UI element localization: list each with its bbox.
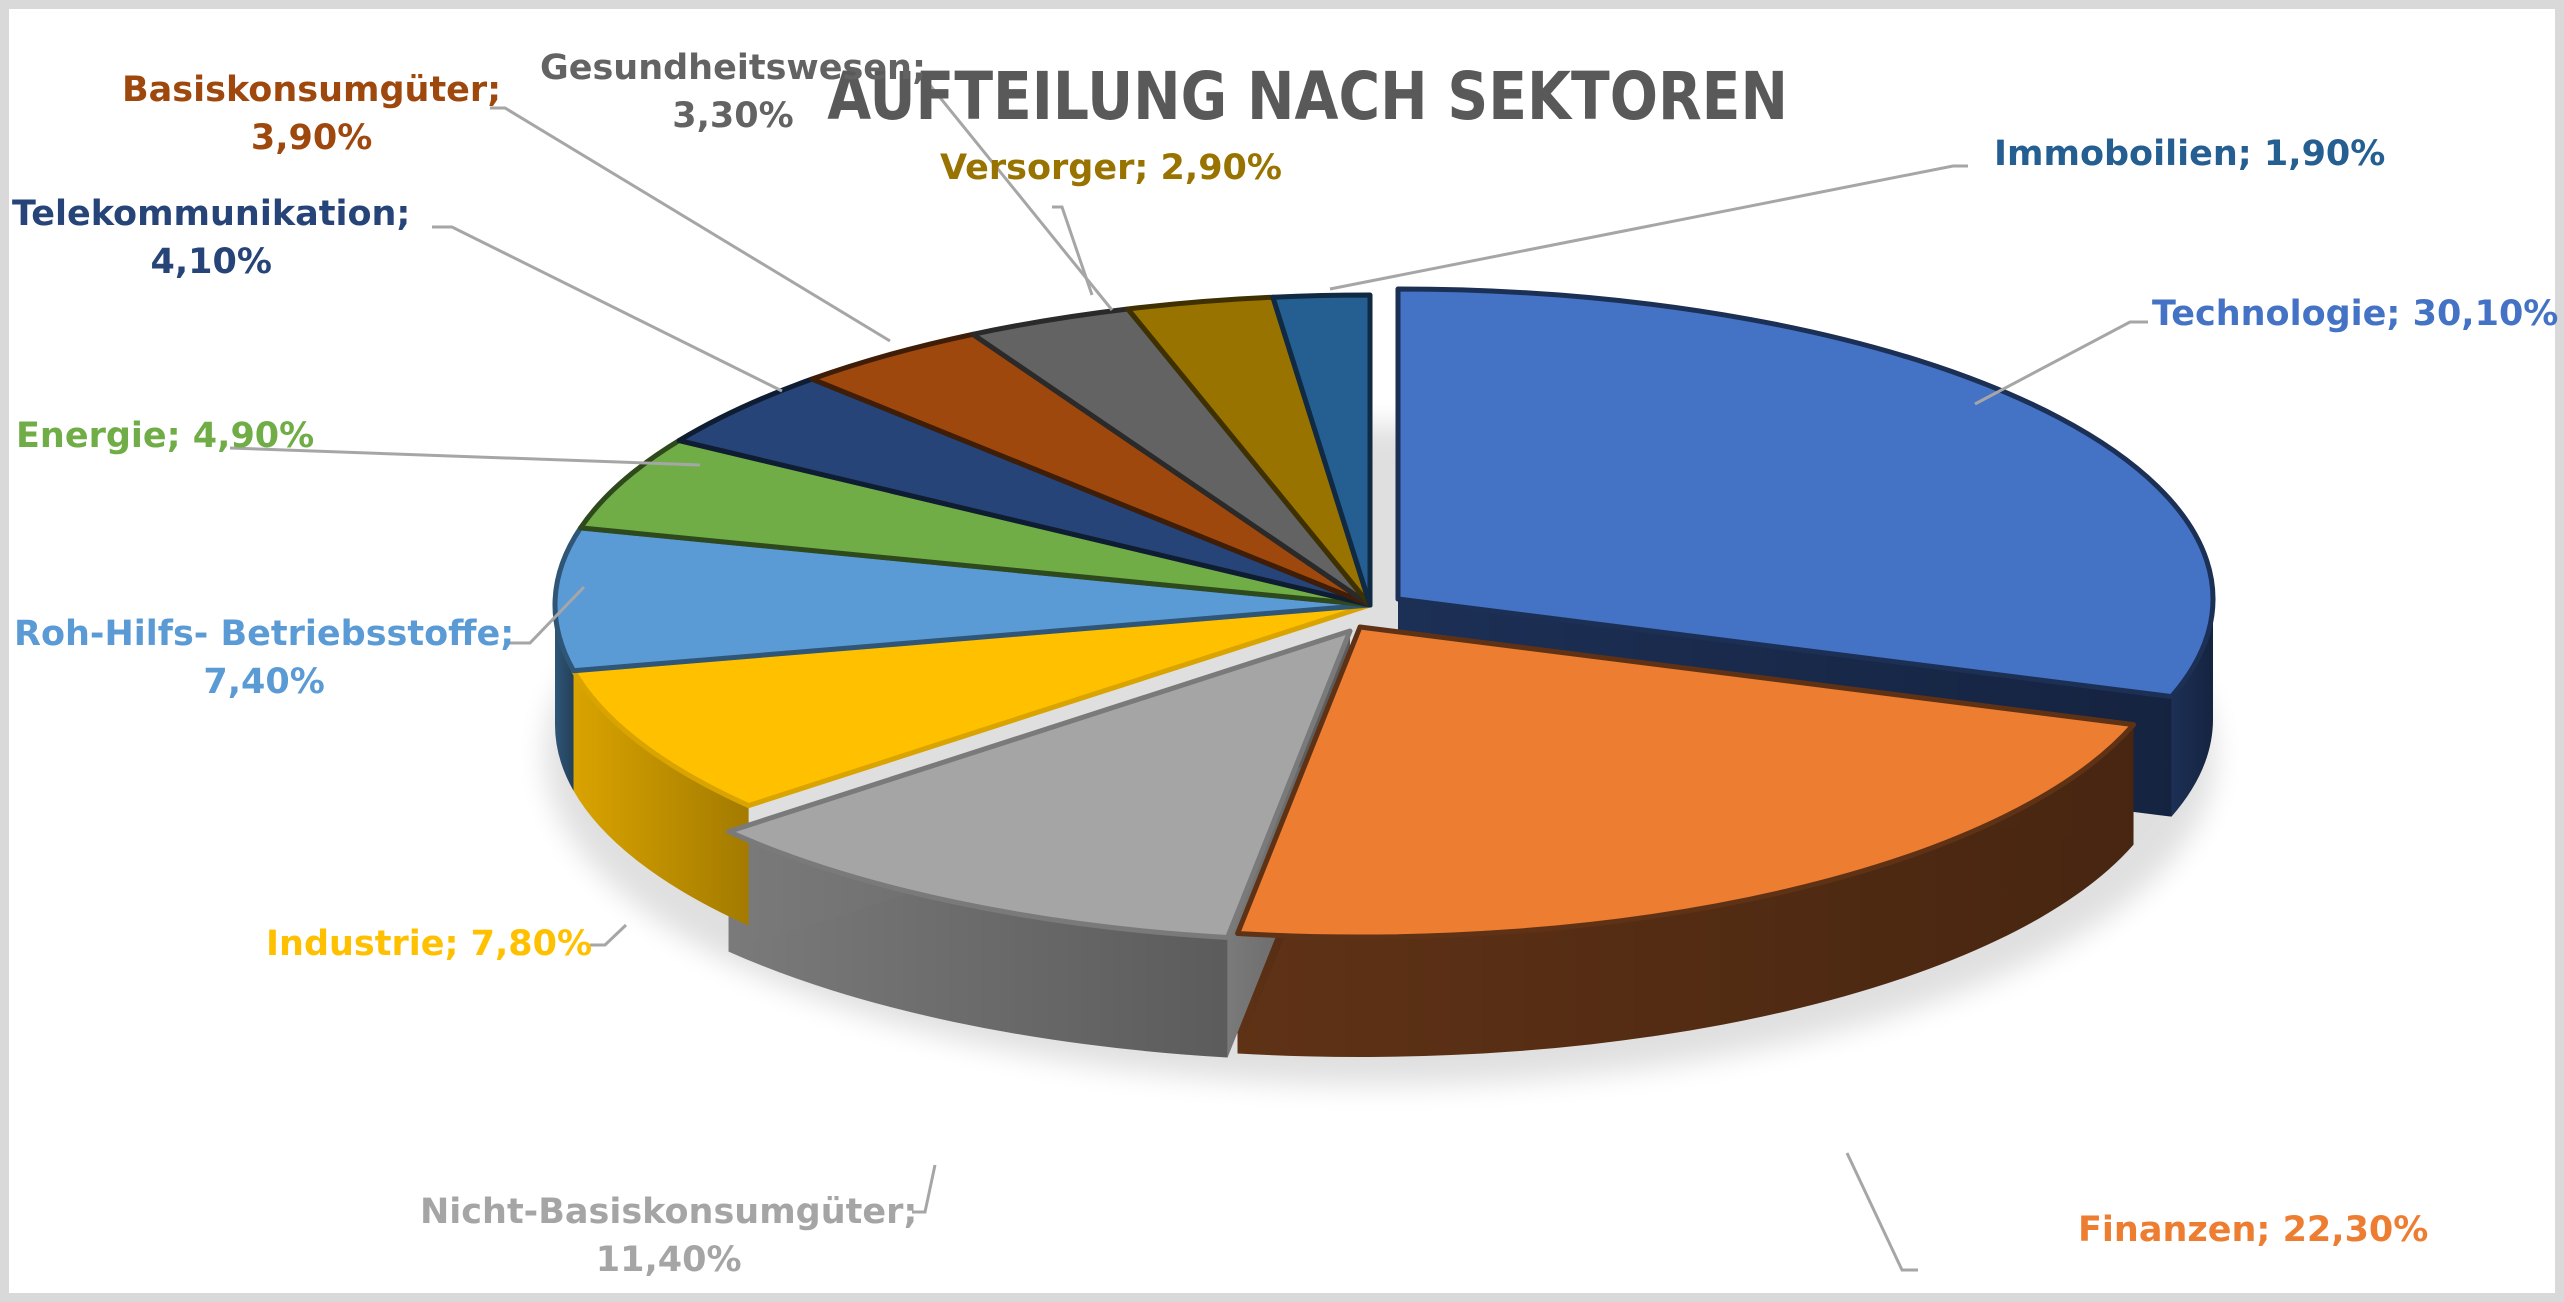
data-label-nicht-basis: Nicht-Basiskonsumgüter; 11,40%: [420, 1188, 917, 1284]
data-label-industrie: Industrie; 7,80%: [266, 920, 592, 968]
leader-line-gesundheit: [918, 77, 1114, 311]
data-label-text: Gesundheitswesen;: [540, 48, 926, 88]
data-label-versorger: Versorger; 2,90%: [940, 144, 1282, 192]
pie-slice-basiskonsumg-ter: [809, 331, 1373, 608]
data-label-telekom: Telekommunikation; 4,10%: [12, 190, 410, 286]
data-label-text: Immoboilien; 1,90%: [1994, 134, 2386, 174]
leader-line-finanzen: [1845, 1152, 1918, 1272]
data-label-text: Nicht-Basiskonsumgüter;: [420, 1192, 918, 1232]
pie-slice-energie: [578, 438, 1373, 608]
leader-line-immobilien: [1329, 164, 1968, 291]
data-label-text: Versorger; 2,90%: [940, 148, 1282, 188]
data-label-text: Finanzen; 22,30%: [2078, 1210, 2429, 1250]
data-label-finanzen: Finanzen; 22,30%: [2078, 1206, 2428, 1254]
pie-slice-technologie: [1395, 286, 2216, 700]
data-label-text: Energie; 4,90%: [16, 416, 315, 456]
data-label-value: 4,10%: [150, 242, 272, 282]
data-label-basis: Basiskonsumgüter; 3,90%: [122, 66, 501, 162]
pie-slice-telekommunikation: [676, 376, 1373, 608]
leader-line-energie: [229, 446, 701, 467]
pie-slice-nicht-basiskonsumg-ter: [726, 628, 1353, 940]
leader-line-telekom: [432, 225, 783, 393]
leader-line-industrie: [590, 923, 628, 947]
pie-side-shade: [555, 605, 574, 791]
data-label-text: Industrie; 7,80%: [266, 924, 593, 964]
leader-line-versorger: [1052, 205, 1094, 296]
leader-line-basis: [490, 106, 891, 343]
data-label-immobilien: Immoboilien; 1,90%: [1994, 130, 2385, 178]
data-label-roh: Roh-Hilfs- Betriebsstoffe; 7,40%: [14, 610, 514, 706]
data-label-value: 11,40%: [595, 1240, 742, 1280]
data-label-energie: Energie; 4,90%: [16, 412, 314, 460]
data-label-technologie: Technologie; 30,10%: [2152, 290, 2558, 338]
data-label-text: Roh-Hilfs- Betriebsstoffe;: [14, 614, 515, 654]
leader-line-technologie: [1974, 320, 2148, 406]
pie-slice-finanzen: [1235, 624, 2137, 940]
data-label-value: 3,30%: [672, 96, 794, 136]
data-label-value: 3,90%: [250, 118, 373, 158]
data-label-text: Basiskonsumgüter;: [122, 70, 502, 110]
data-label-value: 7,40%: [203, 662, 325, 702]
data-label-text: Telekommunikation;: [12, 194, 411, 234]
chart-title: AUFTEILUNG NACH SEKTOREN: [827, 58, 1788, 135]
data-label-gesundheit: Gesundheitswesen; 3,30%: [540, 44, 926, 140]
pie-side-shade: [573, 670, 749, 926]
pie-side-shade: [1237, 724, 2134, 1057]
leader-lines: [229, 77, 2148, 1272]
pie-slice-immoboilien: [1270, 292, 1373, 608]
pie-slice-roh-hilfs-betriebsstoffe: [552, 525, 1373, 674]
pie-slices: [552, 286, 2216, 940]
leader-line-roh: [510, 585, 586, 645]
leader-line-nicht-basis: [912, 1164, 937, 1214]
data-label-text: Technologie; 30,10%: [2152, 294, 2559, 334]
